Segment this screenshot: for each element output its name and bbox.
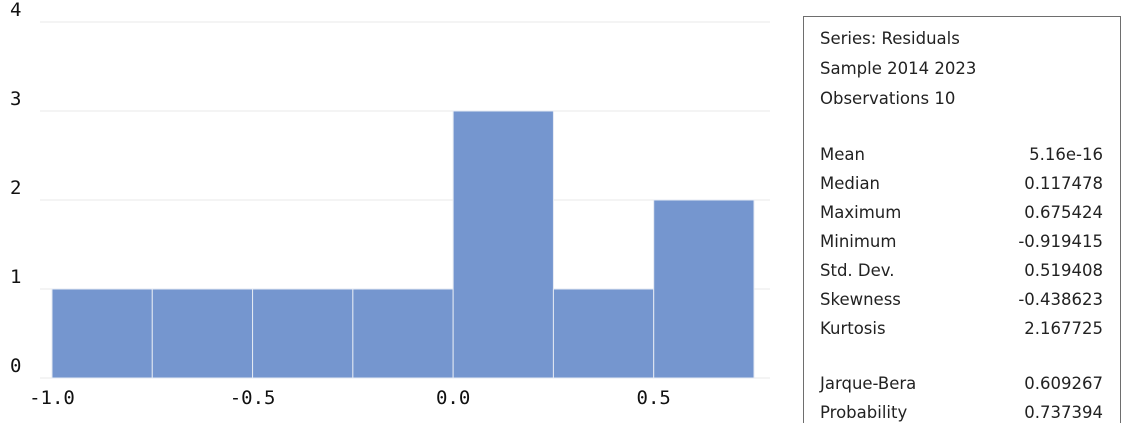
y-axis-tick-labels: 0 1 2 3 4 bbox=[10, 0, 21, 377]
stat-value: 0.737394 bbox=[1024, 403, 1103, 422]
stat-row-probability: Probability 0.737394 bbox=[820, 403, 1103, 427]
observations-count: Observations 10 bbox=[820, 89, 956, 108]
series-name: Series: Residuals bbox=[820, 29, 960, 48]
histogram-chart: 0 1 2 3 4 -1.0 -0.5 0.0 0.5 bbox=[10, 0, 770, 409]
stat-row-mean: Mean 5.16e-16 bbox=[820, 145, 1103, 169]
bar-4 bbox=[452, 110, 554, 379]
stat-value: 0.117478 bbox=[1024, 174, 1103, 193]
y-tick-label-4: 4 bbox=[10, 0, 21, 21]
statistics-panel: Series: Residuals Sample 2014 2023 Obser… bbox=[803, 16, 1121, 423]
y-tick-label-3: 3 bbox=[10, 88, 21, 110]
stat-row-median: Median 0.117478 bbox=[820, 174, 1103, 198]
bar-5 bbox=[552, 288, 655, 379]
x-tick-label-3: 0.5 bbox=[637, 387, 671, 409]
stat-row-kurtosis: Kurtosis 2.167725 bbox=[820, 319, 1103, 343]
x-tick-label-1: -0.5 bbox=[230, 387, 276, 409]
stat-value: 0.609267 bbox=[1024, 374, 1103, 393]
y-tick-label-0: 0 bbox=[10, 355, 21, 377]
stat-value: 0.519408 bbox=[1024, 261, 1103, 280]
stat-value: -0.438623 bbox=[1018, 290, 1103, 309]
bar-6 bbox=[653, 199, 755, 379]
stat-row-maximum: Maximum 0.675424 bbox=[820, 203, 1103, 227]
histogram-bars bbox=[51, 110, 755, 379]
bar-2 bbox=[252, 288, 354, 379]
x-axis-tick-labels: -1.0 -0.5 0.0 0.5 bbox=[29, 387, 671, 409]
y-tick-label-1: 1 bbox=[10, 266, 21, 288]
stat-row-std-dev: Std. Dev. 0.519408 bbox=[820, 261, 1103, 285]
stat-label: Jarque-Bera bbox=[820, 374, 917, 393]
x-tick-label-0: -1.0 bbox=[29, 387, 75, 409]
bar-0 bbox=[51, 288, 153, 379]
stat-label: Probability bbox=[820, 403, 908, 422]
stat-value: 5.16e-16 bbox=[1029, 145, 1103, 164]
stat-label: Std. Dev. bbox=[820, 261, 895, 280]
stat-value: 2.167725 bbox=[1024, 319, 1103, 338]
sample-range: Sample 2014 2023 bbox=[820, 59, 977, 78]
bar-3 bbox=[352, 288, 454, 379]
stat-row-skewness: Skewness -0.438623 bbox=[820, 290, 1103, 314]
stat-label: Kurtosis bbox=[820, 319, 886, 338]
bar-1 bbox=[151, 288, 254, 379]
stat-row-minimum: Minimum -0.919415 bbox=[820, 232, 1103, 256]
x-tick-label-2: 0.0 bbox=[436, 387, 470, 409]
stat-label: Skewness bbox=[820, 290, 901, 309]
stat-label: Mean bbox=[820, 145, 865, 164]
stat-label: Median bbox=[820, 174, 881, 193]
y-tick-label-2: 2 bbox=[10, 177, 21, 199]
stat-value: -0.919415 bbox=[1018, 232, 1103, 251]
stat-label: Maximum bbox=[820, 203, 902, 222]
stat-value: 0.675424 bbox=[1024, 203, 1103, 222]
stat-label: Minimum bbox=[820, 232, 897, 251]
stat-row-jarque-bera: Jarque-Bera 0.609267 bbox=[820, 374, 1103, 398]
